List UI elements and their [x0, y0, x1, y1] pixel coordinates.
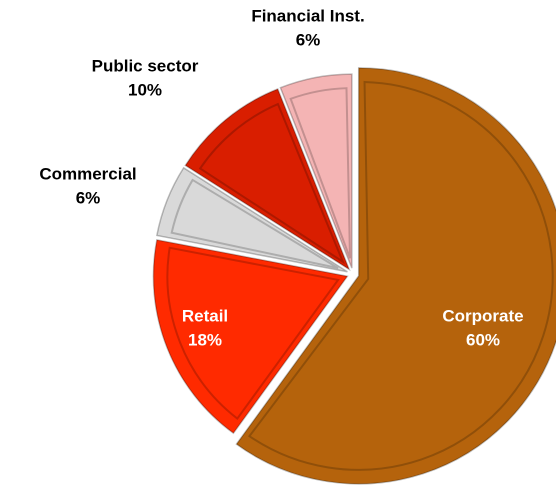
slice-value-label: 18%	[188, 330, 222, 349]
slice-bevel	[289, 87, 352, 259]
slice-value-label: 6%	[296, 30, 321, 49]
slice-label: Financial Inst.	[251, 6, 364, 25]
pie-slice	[235, 67, 556, 485]
slice-label: Public sector	[92, 56, 199, 75]
slice-bevel	[166, 246, 340, 421]
slice-bevel	[170, 178, 339, 270]
slice-value-label: 10%	[128, 80, 162, 99]
slice-value-label: 60%	[466, 330, 500, 349]
pie-slice	[184, 88, 351, 272]
slice-bevel	[248, 80, 554, 471]
slice-label: Commercial	[39, 164, 136, 183]
slice-label: Corporate	[442, 306, 523, 325]
pie-slice	[155, 166, 348, 273]
pie-slice	[279, 73, 353, 269]
slice-label: Retail	[182, 306, 228, 325]
pie-slice	[152, 238, 349, 435]
slice-bevel	[198, 102, 345, 265]
slice-value-label: 6%	[76, 188, 101, 207]
